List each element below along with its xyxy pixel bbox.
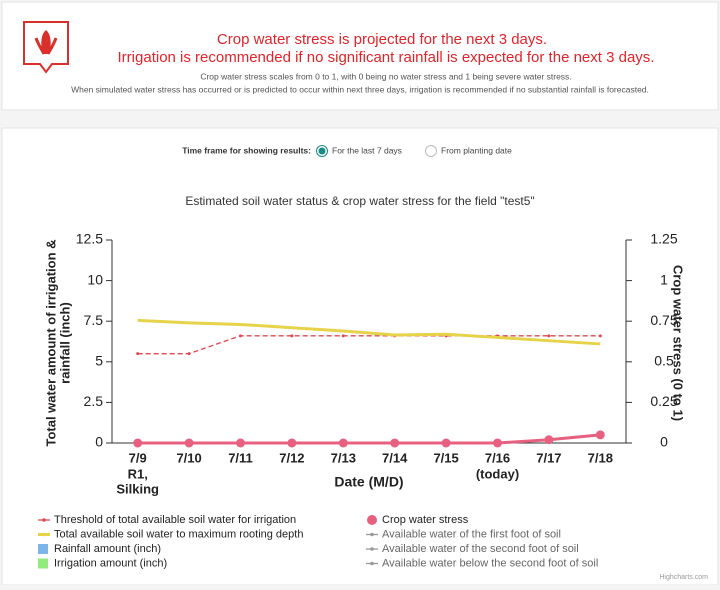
legend-marker (370, 561, 374, 566)
legend-label[interactable]: Total available soil water to maximum ro… (54, 528, 303, 540)
alert-card (1, 1, 719, 111)
x-axis-title: Date (M/D) (334, 474, 403, 490)
x-tick-label: 7/16 (485, 450, 510, 465)
point (236, 438, 245, 448)
y-tick-label: 0 (95, 434, 103, 450)
credit: Highcharts.com (659, 574, 708, 581)
y2-tick-label: 1 (660, 271, 668, 287)
point (595, 430, 605, 440)
point (239, 334, 242, 338)
corn-icon (23, 21, 69, 74)
point (187, 352, 191, 356)
alert-text: Crop water stress is projected for the n… (217, 31, 547, 48)
x-tick-label: 7/11 (228, 450, 253, 465)
alert-text: Irrigation is recommended if no signific… (118, 49, 655, 66)
y-tick-label: 2.5 (84, 393, 104, 409)
y-tick-label: 12.5 (76, 231, 103, 247)
series-line (137, 318, 601, 346)
x-tick-label: 7/17 (536, 450, 561, 465)
series-line (137, 433, 601, 445)
x-tick-label: 7/14 (382, 450, 408, 465)
x-tick-label: 7/15 (433, 450, 458, 465)
legend-label[interactable]: Threshold of total available soil water … (54, 514, 296, 526)
radio-button[interactable] (425, 145, 437, 157)
x-annotation: R1, (128, 466, 148, 481)
y2-tick-label: 0 (660, 434, 668, 450)
point (287, 438, 297, 448)
x-annotation: Silking (116, 481, 159, 496)
note: Crop water stress scales from 0 to 1, wi… (200, 71, 571, 81)
point (547, 334, 551, 338)
x-tick-label: 7/13 (331, 450, 356, 465)
chart-title: Estimated soil water status & crop water… (185, 194, 534, 208)
radio-label[interactable]: For the last 7 days (332, 145, 402, 155)
y-tick-label: 5 (95, 353, 103, 369)
y-tick-label: 7.5 (84, 312, 104, 328)
legend-label[interactable]: Available water of the first foot of soi… (382, 528, 561, 540)
y2-tick-label: 0.75 (650, 312, 677, 328)
legend-marker (42, 532, 46, 537)
point (598, 334, 602, 338)
point (338, 438, 348, 448)
y2-tick-label: 1.25 (650, 231, 677, 247)
legend-label[interactable]: Irrigation amount (inch) (54, 557, 167, 569)
chart-card (1, 127, 719, 586)
legend-label[interactable]: Crop water stress (382, 514, 469, 526)
legend-label[interactable]: Rainfall amount (inch) (54, 543, 161, 555)
point (290, 334, 294, 338)
y2-tick-label: 0.25 (650, 393, 677, 409)
legend-label[interactable]: Available water below the second foot of… (382, 557, 598, 569)
radio-dot (318, 147, 326, 155)
y-axis-title: Total water amount of irrigation & (43, 239, 58, 446)
legend-marker (370, 532, 374, 537)
y-axis-title: rainfall (inch) (57, 302, 72, 384)
y2-tick-label: 0.5 (654, 353, 674, 369)
radio-label[interactable]: From planting date (441, 145, 512, 155)
x-annotation: (today) (476, 466, 519, 481)
legend-swatch[interactable] (367, 515, 377, 525)
x-tick-label: 7/10 (176, 450, 201, 465)
legend-swatch[interactable] (38, 544, 48, 554)
legend-marker (42, 518, 46, 522)
x-tick-label: 7/12 (279, 450, 304, 465)
point (493, 438, 502, 448)
point (441, 438, 451, 448)
point (136, 352, 140, 356)
point (184, 438, 194, 448)
legend-label[interactable]: Available water of the second foot of so… (382, 543, 579, 555)
point (390, 438, 400, 448)
legend-marker (370, 547, 374, 551)
point (544, 435, 554, 445)
x-tick-label: 7/18 (588, 450, 613, 465)
y-tick-label: 10 (87, 271, 103, 287)
series-line (137, 335, 601, 355)
legend-swatch[interactable] (38, 558, 48, 569)
time-frame-label: Time frame for showing results: (182, 145, 311, 155)
x-tick-label: 7/9 (129, 450, 147, 465)
note: When simulated water stress has occurred… (71, 84, 649, 94)
point (341, 334, 345, 338)
y2-axis-title: Crop water stress (0 to 1) (671, 265, 686, 421)
point (133, 438, 143, 448)
